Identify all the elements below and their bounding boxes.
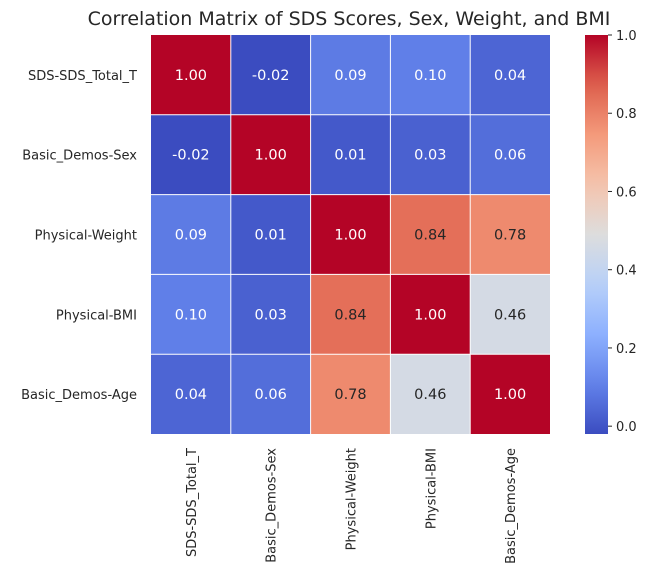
- colorbar-tick-label: 0.4: [616, 264, 637, 279]
- heatmap-cell: [470, 194, 550, 275]
- cell-value-label: 0.01: [255, 228, 287, 244]
- cell-value-label: 0.01: [334, 148, 366, 164]
- cell-value-label: 0.09: [175, 228, 207, 244]
- heatmap-cell: [151, 354, 231, 434]
- heatmap-cell: [310, 35, 391, 115]
- colorbar-tick-label: 0.0: [616, 420, 637, 435]
- cell-value-label: 1.00: [494, 387, 526, 403]
- heatmap-cell: [470, 274, 550, 355]
- heatmap-cell: [151, 274, 231, 355]
- cell-value-label: 0.84: [334, 307, 366, 323]
- cell-value-label: 0.84: [414, 228, 446, 244]
- heatmap-cells: 1.00 -0.02 0.09 0.10 0.04 -0.02 1.00 0.01 0.03 0.…: [151, 35, 550, 434]
- colorbar-tick-label: 0.2: [616, 342, 637, 357]
- heatmap-cell: [390, 35, 471, 115]
- cell-value-label: 0.04: [494, 68, 526, 84]
- cell-value-label: -0.02: [252, 68, 290, 84]
- cell-value-label: 0.03: [414, 148, 446, 164]
- column-tick-label: Basic_Demos-Sex: [265, 448, 280, 563]
- cell-value-label: 0.46: [494, 307, 526, 323]
- cell-value-label: 0.78: [494, 228, 526, 244]
- heatmap-cell: [230, 194, 311, 275]
- cell-value-label: 0.03: [255, 307, 287, 323]
- column-tick-labels: SDS-SDS_Total_T Basic_Demos-Sex Physical-W…: [185, 448, 519, 564]
- heatmap-cell: [230, 114, 311, 195]
- column-tick-label: Basic_Demos-Age: [504, 448, 519, 564]
- heatmap-cell: [230, 354, 311, 434]
- colorbar-tick-label: 0.8: [616, 107, 637, 122]
- cell-value-label: 0.06: [255, 387, 287, 403]
- column-tick-label: SDS-SDS_Total_T: [185, 448, 200, 557]
- heatmap-cell: [310, 354, 391, 434]
- cell-value-label: -0.02: [172, 148, 210, 164]
- heatmap-cell: [151, 194, 231, 275]
- row-tick-label: Basic_Demos-Sex: [22, 149, 137, 164]
- cell-value-label: 0.78: [334, 387, 366, 403]
- heatmap-cell: [230, 35, 311, 115]
- heatmap-cell: [470, 354, 550, 434]
- cell-value-label: 0.10: [175, 307, 207, 323]
- heatmap-cell: [151, 114, 231, 195]
- heatmap-cell: [390, 114, 471, 195]
- heatmap-cell: [390, 354, 471, 434]
- heatmap-cell: [470, 35, 550, 115]
- row-tick-labels: SDS-SDS_Total_T Basic_Demos-Sex Physical-W…: [21, 69, 137, 403]
- heatmap-cell: [390, 194, 471, 275]
- heatmap-cell: [230, 274, 311, 355]
- row-tick-label: SDS-SDS_Total_T: [28, 69, 137, 84]
- heatmap-cell: [310, 114, 391, 195]
- cell-value-label: 1.00: [175, 68, 207, 84]
- row-tick-label: Physical-Weight: [35, 229, 137, 244]
- cell-value-label: 0.10: [414, 68, 446, 84]
- cell-value-label: 1.00: [255, 148, 287, 164]
- colorbar-tick-label: 1.0: [616, 29, 637, 44]
- heatmap-grid-lines: [151, 35, 550, 434]
- heatmap-cell: [310, 274, 391, 355]
- cell-value-label: 1.00: [334, 228, 366, 244]
- colorbar-tick-label: 0.6: [616, 185, 637, 200]
- column-tick-label: Physical-BMI: [424, 448, 439, 529]
- colorbar-gradient: [585, 35, 608, 434]
- row-tick-label: Physical-BMI: [56, 308, 137, 323]
- chart-title: Correlation Matrix of SDS Scores, Sex, W…: [88, 8, 611, 30]
- heatmap-cell: [390, 274, 471, 355]
- cell-value-label: 0.46: [414, 387, 446, 403]
- colorbar: 0.0 0.2 0.4 0.6 0.8 1.0: [585, 29, 637, 435]
- row-tick-label: Basic_Demos-Age: [21, 388, 137, 403]
- heatmap-cell: [470, 114, 550, 195]
- heatmap-cell: [310, 194, 391, 275]
- cell-value-label: 0.06: [494, 148, 526, 164]
- heatmap-cell: [151, 35, 231, 115]
- cell-value-label: 0.09: [334, 68, 366, 84]
- cell-value-label: 1.00: [414, 307, 446, 323]
- cell-value-label: 0.04: [175, 387, 207, 403]
- column-tick-label: Physical-Weight: [345, 448, 360, 550]
